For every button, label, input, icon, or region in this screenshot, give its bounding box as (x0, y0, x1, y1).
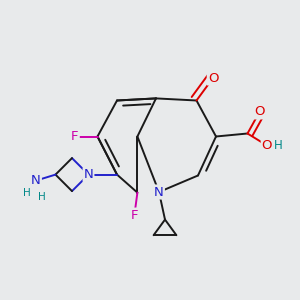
Text: O: O (208, 71, 218, 85)
Text: F: F (71, 130, 79, 143)
Text: O: O (254, 105, 265, 119)
Text: N: N (31, 174, 41, 187)
Text: N: N (84, 168, 93, 181)
Text: O: O (262, 139, 272, 152)
Text: N: N (154, 185, 164, 199)
Text: F: F (131, 208, 138, 222)
Text: H: H (23, 188, 31, 198)
Text: H: H (274, 139, 283, 152)
Text: H: H (38, 192, 46, 202)
